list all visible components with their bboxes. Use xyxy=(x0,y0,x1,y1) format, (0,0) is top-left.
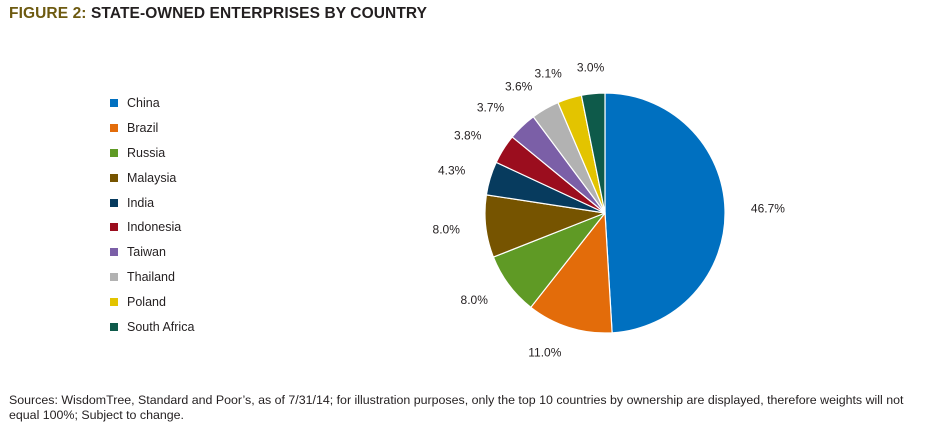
legend-label: India xyxy=(127,195,155,210)
legend-label: Taiwan xyxy=(127,245,166,260)
pie-slice xyxy=(530,212,613,334)
legend-label: Malaysia xyxy=(127,170,177,185)
legend-item: Malaysia xyxy=(110,165,194,190)
slice-value-label: 11.0% xyxy=(528,345,561,359)
legend-swatch xyxy=(110,272,118,281)
chart-legend: China Brazil Russia Malaysia India Indonesia T… xyxy=(110,91,194,339)
legend-item: China xyxy=(110,91,194,116)
legend-item: Poland xyxy=(110,289,194,314)
legend-item: Indonesia xyxy=(110,215,194,240)
legend-swatch xyxy=(110,198,118,207)
legend-label: Indonesia xyxy=(127,220,182,235)
figure-title: FIGURE 2: STATE-OWNED ENTERPRISES BY COU… xyxy=(9,5,427,23)
slice-value-label: 4.3% xyxy=(438,164,466,178)
slice-value-label: 3.1% xyxy=(534,67,562,81)
slice-value-label: 8.0% xyxy=(433,222,461,236)
slice-value-label: 3.0% xyxy=(577,61,605,75)
legend-swatch xyxy=(110,173,118,182)
pie-slice xyxy=(604,92,726,334)
pie-slice xyxy=(580,92,606,214)
legend-swatch xyxy=(110,248,118,257)
legend-swatch xyxy=(110,124,118,133)
legend-label: China xyxy=(127,96,160,111)
slice-value-label: 3.6% xyxy=(505,79,533,93)
figure-title-text: STATE-OWNED ENTERPRISES BY COUNTRY xyxy=(90,5,428,22)
slice-value-label: 8.0% xyxy=(461,293,489,307)
legend-label: Russia xyxy=(127,145,166,160)
legend-label: South Africa xyxy=(127,319,195,334)
figure-number: FIGURE 2: xyxy=(9,5,87,22)
legend-label: Poland xyxy=(127,294,166,309)
legend-swatch xyxy=(110,99,118,108)
legend-item: Taiwan xyxy=(110,240,194,265)
slice-value-label: 46.7% xyxy=(751,202,785,216)
legend-item: South Africa xyxy=(110,314,194,339)
slice-value-label: 3.8% xyxy=(454,128,482,142)
legend-swatch xyxy=(110,322,118,331)
slice-value-label: 3.7% xyxy=(477,100,505,114)
legend-swatch xyxy=(110,297,118,306)
legend-label: Thailand xyxy=(127,269,175,284)
legend-swatch xyxy=(110,223,118,232)
legend-swatch xyxy=(110,148,118,157)
legend-item: Thailand xyxy=(110,265,194,290)
sources-note: Sources: WisdomTree, Standard and Poor’s… xyxy=(9,393,904,422)
legend-label: Brazil xyxy=(127,121,159,136)
legend-item: Brazil xyxy=(110,116,194,141)
legend-item: India xyxy=(110,190,194,215)
legend-item: Russia xyxy=(110,141,194,166)
